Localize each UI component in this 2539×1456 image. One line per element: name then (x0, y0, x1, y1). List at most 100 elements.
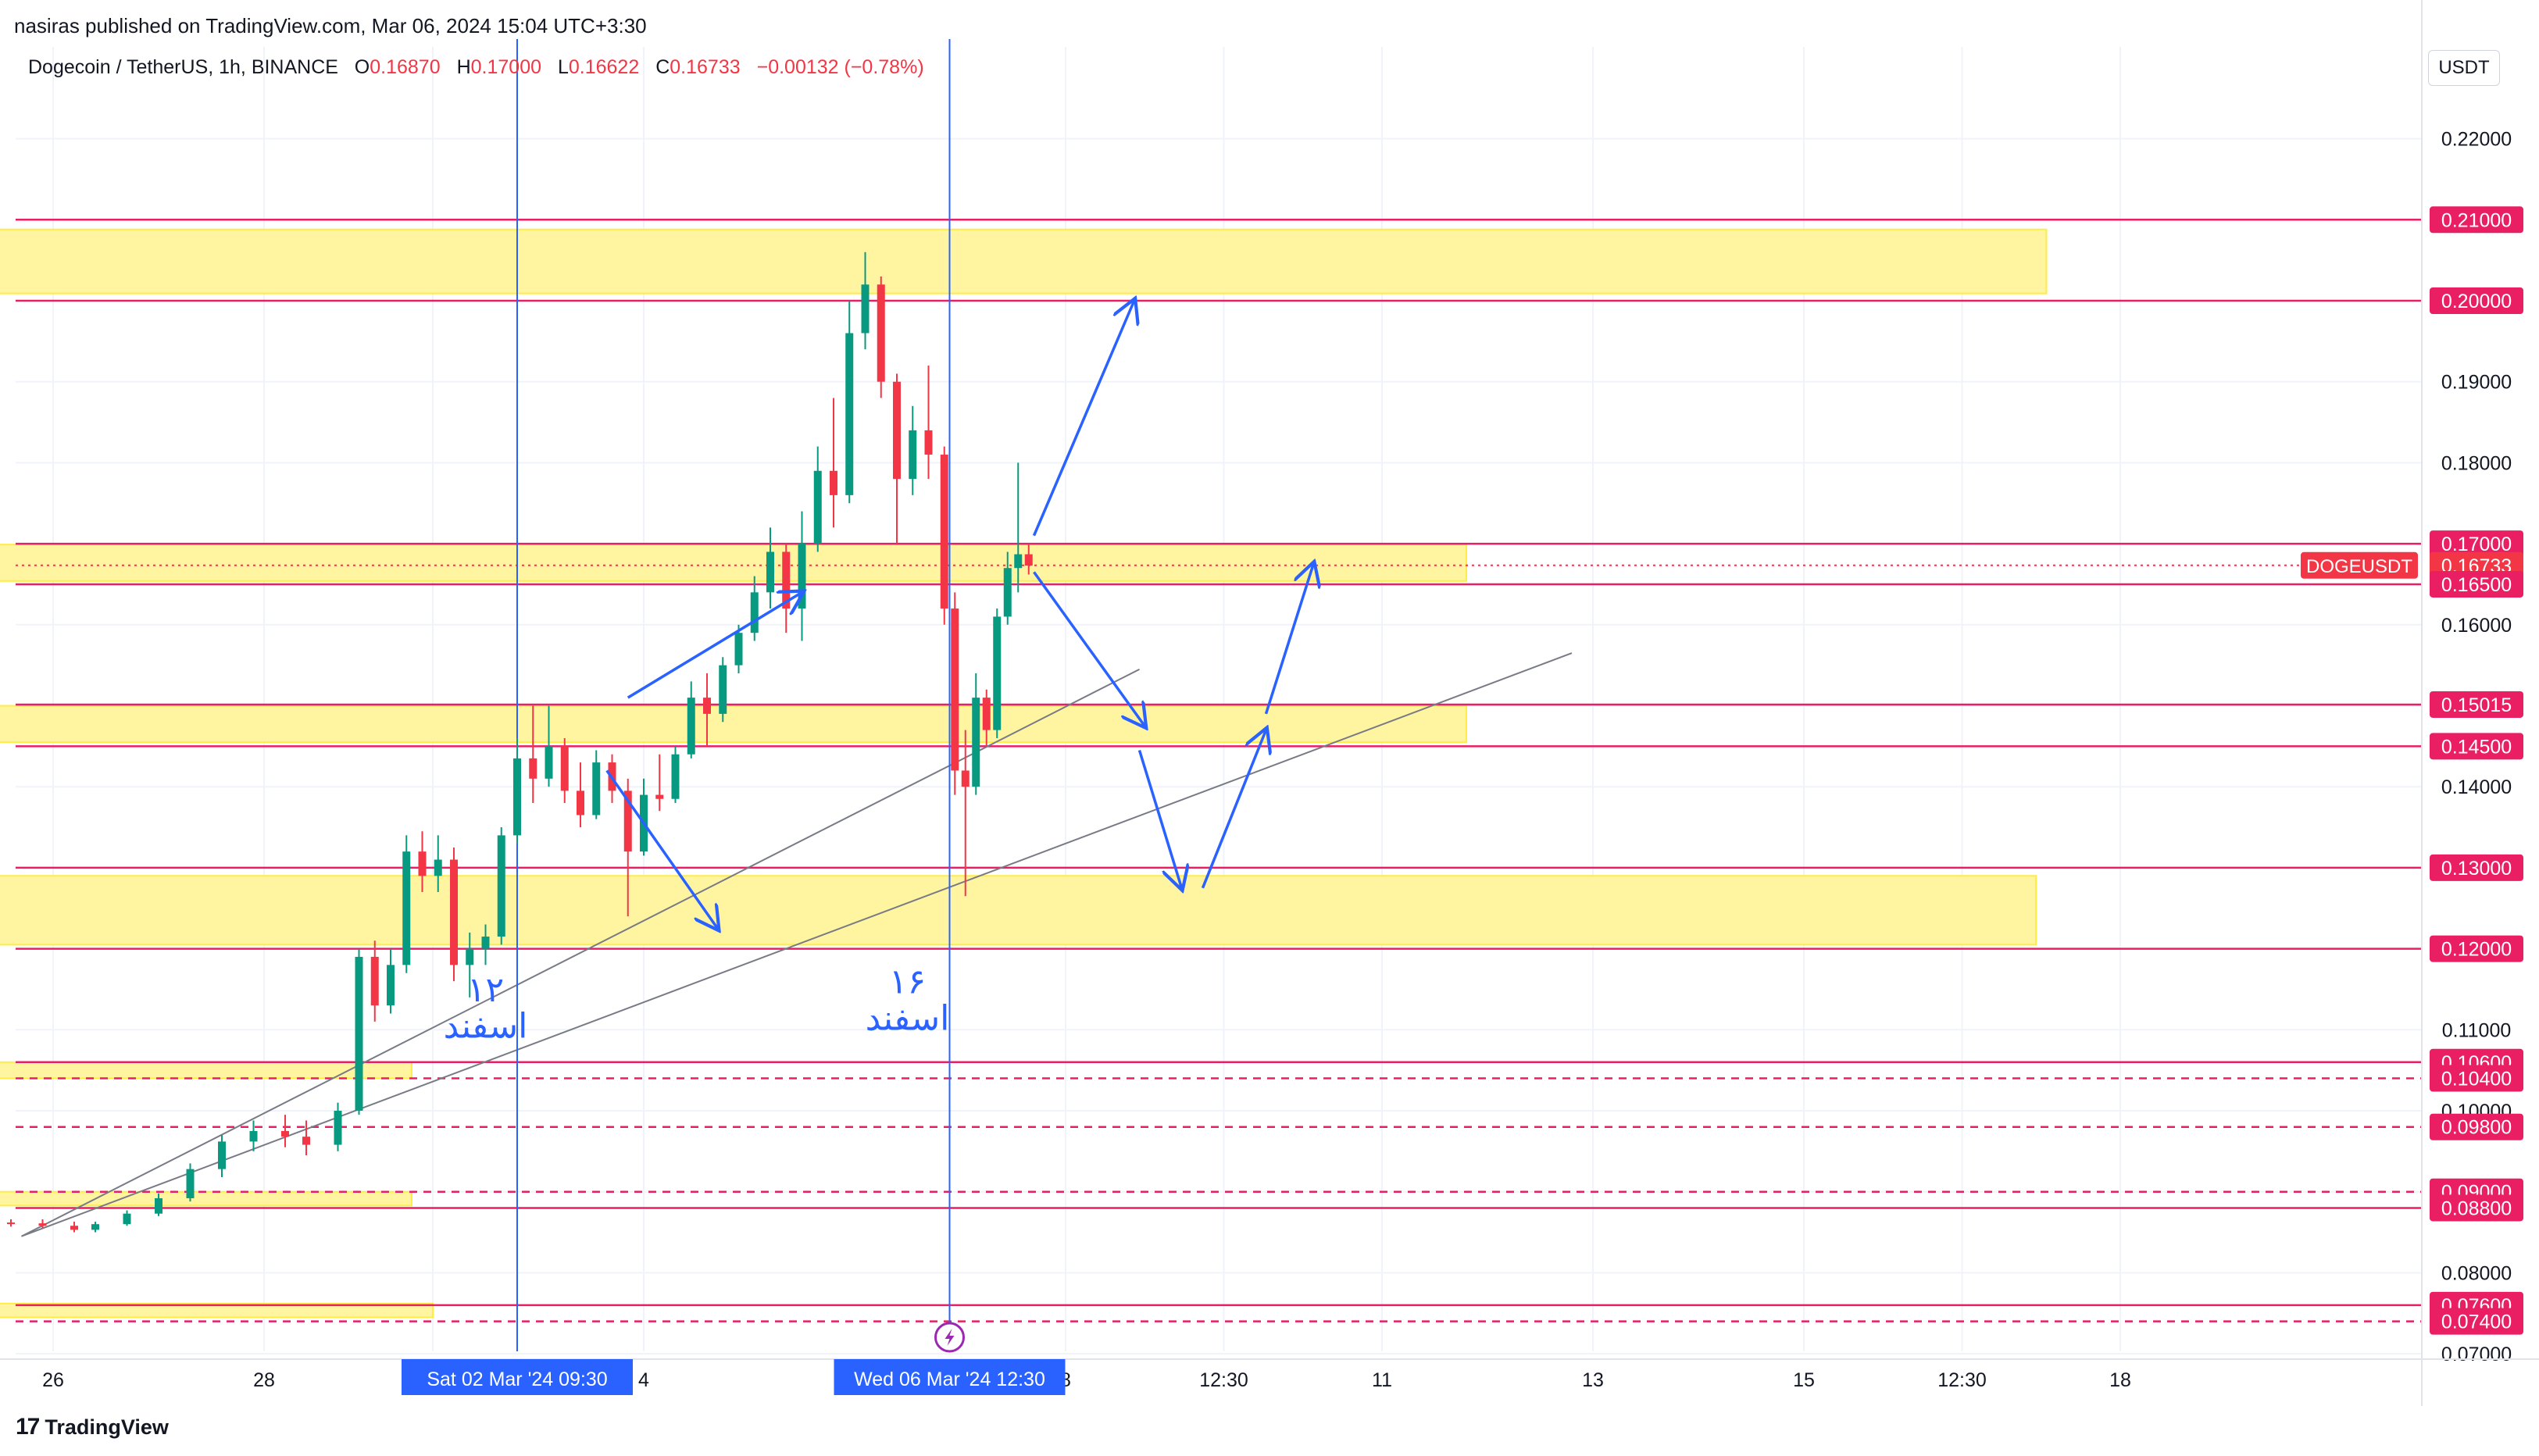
horizontal-levels (16, 219, 2422, 1322)
candle-body (91, 1224, 99, 1230)
candle-body (813, 470, 822, 544)
price-label: 0.09800 (2441, 1117, 2512, 1139)
candle-body (186, 1169, 195, 1198)
candle-body (577, 790, 584, 815)
symbol-tag-bg (2301, 551, 2418, 579)
candle-body (70, 1226, 78, 1230)
zone-rect (0, 875, 2037, 946)
time-tick-label: 26 (42, 1369, 64, 1391)
candle-body (370, 956, 379, 1006)
time-tick-label: 18 (2109, 1369, 2131, 1391)
candle-body (982, 698, 991, 730)
candle-body (951, 608, 959, 771)
candle-body (655, 794, 664, 799)
candles (7, 252, 1033, 1233)
ohlc-open-value: 0.16870 (370, 56, 441, 78)
candle-body (466, 948, 474, 965)
zone-rect (0, 228, 2048, 294)
candle-body (529, 758, 537, 779)
ohlc-high-label: H (456, 56, 471, 78)
price-tick-label: 0.16000 (2441, 615, 2512, 637)
ohlc-low-label: L (557, 56, 569, 78)
tradingview-brand: TradingView (45, 1415, 169, 1439)
price-label: 0.20000 (2441, 291, 2512, 312)
crosshair-time-label: Sat 02 Mar '24 09:30 (427, 1369, 607, 1390)
price-label: 0.17000 (2441, 534, 2512, 555)
time-tick-label: 13 (1582, 1369, 1604, 1391)
candle-body (877, 284, 885, 382)
candle-body (734, 633, 743, 666)
candle-body (1024, 554, 1033, 566)
annotation-text: ۱۲ (467, 970, 504, 1010)
tradingview-mark-icon: 17 (16, 1414, 40, 1440)
crosshair-time-bg (402, 1359, 633, 1395)
candle-body (387, 965, 395, 1006)
price-tick-label: 0.19000 (2441, 372, 2512, 394)
price-label-bg (2430, 1113, 2523, 1140)
candle-body (861, 284, 870, 334)
price-label-bg (2430, 1308, 2523, 1335)
candle-body (545, 746, 553, 779)
candle-body (7, 1222, 15, 1225)
scenario-arrow (1032, 301, 1134, 537)
price-label-bg (2430, 935, 2523, 962)
candle-body (302, 1137, 310, 1145)
zone-rect (0, 705, 1467, 744)
time-tick-label: 11 (1372, 1369, 1392, 1391)
candle-body (893, 381, 901, 480)
price-label-bg (2430, 691, 2523, 718)
symbol-tag: DOGEUSDT (2306, 556, 2412, 577)
price-tick-label: 0.08000 (2441, 1262, 2512, 1284)
time-tick-label: 28 (253, 1369, 275, 1391)
scenario-arrow (1033, 571, 1145, 726)
price-label: 0.12000 (2441, 939, 2512, 961)
candle-body (355, 956, 363, 1111)
time-tick-label: 12:30 (1199, 1369, 1248, 1391)
price-label-bg (2430, 287, 2523, 314)
candle-body (155, 1197, 162, 1214)
price-label: 0.08800 (2441, 1197, 2512, 1219)
candle-body (961, 770, 970, 787)
price-label-bg (2430, 854, 2523, 881)
candle-body (281, 1130, 289, 1137)
candle-body (481, 937, 490, 949)
candle-body (782, 551, 791, 609)
candle-body (671, 754, 680, 799)
price-change: −0.00132 (−0.78%) (756, 56, 924, 78)
candle-body (940, 455, 948, 609)
candle-body (719, 665, 727, 714)
annotation-text: ۱۶ (889, 962, 926, 1002)
candle-body (1014, 554, 1023, 569)
price-label: 0.21000 (2441, 209, 2512, 231)
candle-body (334, 1111, 342, 1145)
tradingview-logo[interactable]: 17 TradingView (16, 1414, 169, 1440)
price-label-bg (2430, 1065, 2523, 1092)
ohlc-low-value: 0.16622 (568, 56, 640, 78)
price-label-bg (2430, 530, 2523, 558)
price-tick-label: 0.22000 (2441, 129, 2512, 151)
price-tick-label: 0.14000 (2441, 776, 2512, 798)
scenario-arrow (1201, 730, 1266, 889)
ohlc-close-value: 0.16733 (670, 56, 741, 78)
candle-body (845, 333, 854, 495)
candle-body (402, 851, 411, 965)
candle-body (766, 551, 774, 593)
price-label: 0.15015 (2441, 694, 2512, 716)
ohlc-open-label: O (354, 56, 370, 78)
candle-body (1003, 568, 1012, 617)
currency-button[interactable]: USDT (2428, 50, 2500, 86)
zone-rect (0, 1190, 412, 1207)
candle-body (249, 1130, 258, 1142)
price-label-bg (2430, 570, 2523, 598)
price-label-bg (2430, 733, 2523, 760)
price-label: 0.07400 (2441, 1311, 2512, 1333)
trendline (21, 668, 1140, 1237)
candle-body (972, 698, 980, 787)
price-tick-label: 0.07000 (2441, 1344, 2512, 1365)
price-label: 0.10400 (2441, 1069, 2512, 1090)
price-tick-label: 0.11000 (2442, 1019, 2512, 1041)
annotation-text: اسفند (866, 998, 950, 1038)
